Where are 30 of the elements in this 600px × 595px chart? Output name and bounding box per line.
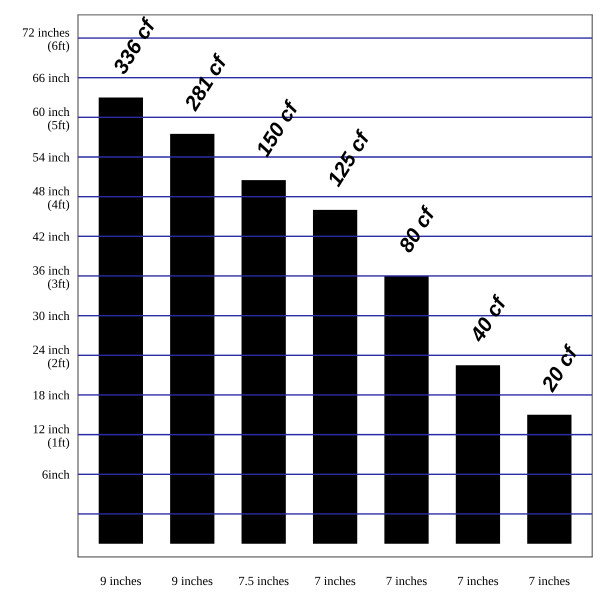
x-tick-label: 9 inches bbox=[100, 576, 142, 586]
x-tick-label: 7 inches bbox=[386, 576, 427, 586]
bar bbox=[384, 276, 429, 544]
x-tick-label: 7 inches bbox=[530, 576, 570, 586]
y-tick-label: 72 inches (6ft) bbox=[22, 28, 70, 52]
y-tick-label: 24 inch (2ft) bbox=[33, 345, 70, 370]
bar bbox=[312, 210, 358, 544]
y-tick-label: 12 inch (1ft) bbox=[34, 424, 70, 450]
bar bbox=[456, 365, 500, 544]
bar bbox=[170, 134, 214, 544]
y-tick-label: 18 inch bbox=[34, 390, 70, 400]
bar bbox=[98, 98, 143, 544]
x-tick-label: 7.5 inches bbox=[239, 576, 289, 586]
y-tick-label: 66 inch bbox=[33, 73, 70, 82]
y-tick-label: 60 inch (5ft) bbox=[33, 107, 70, 132]
y-tick-label: 54 inch bbox=[33, 152, 70, 162]
annotation: 40 cf bbox=[468, 293, 508, 344]
annotation: 336 cf bbox=[112, 16, 157, 76]
y-tick-label: 30 inch bbox=[33, 311, 70, 320]
y-tick-label: 42 inch bbox=[32, 232, 70, 241]
x-tick-label: 9 inches bbox=[172, 576, 212, 586]
x-tick-label: 7 inches bbox=[458, 576, 498, 586]
bar bbox=[242, 180, 286, 544]
x-tick-label: 7 inches bbox=[315, 576, 356, 586]
annotation: 80 cf bbox=[397, 204, 436, 254]
y-tick-label: 6inch bbox=[42, 470, 70, 479]
annotation: 20 cf bbox=[540, 342, 580, 394]
y-tick-label: 48 inch (4ft) bbox=[32, 186, 70, 212]
y-tick-label: 36 inch (3ft) bbox=[33, 266, 70, 290]
bar bbox=[527, 414, 572, 544]
